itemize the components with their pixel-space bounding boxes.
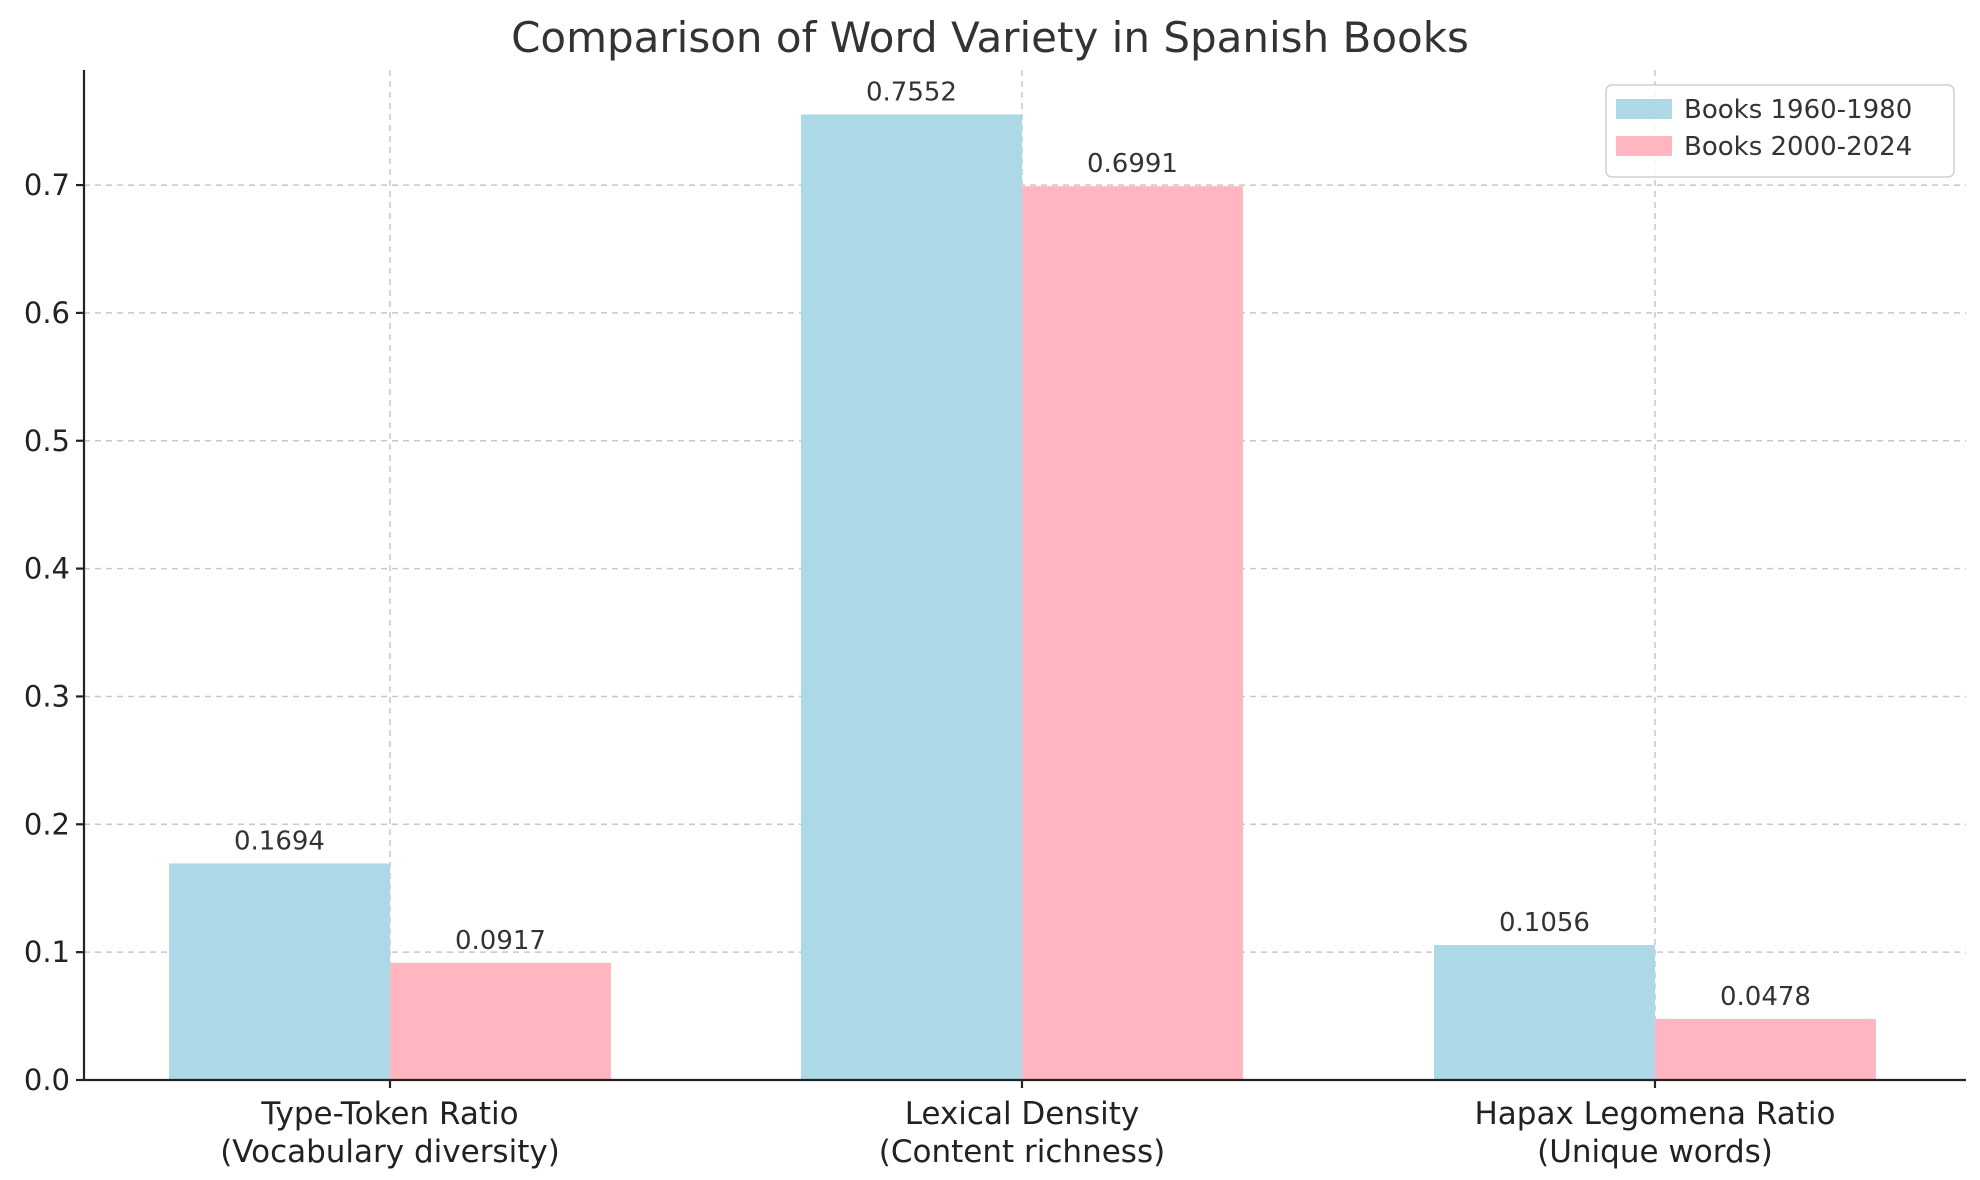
y-tick-label: 0.5 [24,424,70,458]
y-tick-label: 0.7 [24,168,70,202]
x-tick-label: (Unique words) [1537,1134,1773,1170]
bar-value-label: 0.7552 [866,77,957,107]
bar-value-label: 0.6991 [1087,149,1178,179]
bar-value-label: 0.1694 [234,826,325,856]
bar-layer [169,114,1876,1080]
bar-books-1960-1980 [169,863,390,1080]
bar-value-label: 0.1056 [1499,908,1590,938]
x-tick-label: Type-Token Ratio [260,1096,518,1132]
bar-books-2000-2024 [1022,186,1243,1080]
bar-books-2000-2024 [1655,1018,1876,1080]
bar-value-label: 0.0917 [455,926,546,956]
bar-books-1960-1980 [1434,944,1655,1080]
y-tick-label: 0.1 [24,935,70,969]
legend: Books 1960-1980 Books 2000-2024 [1605,84,1955,178]
label-layer: 0.1694 0.7552 0.1056 0.0917 0.6991 0.0478 [234,77,1811,1011]
chart-title: Comparison of Word Variety in Spanish Bo… [511,13,1469,62]
bar-books-2000-2024 [390,962,611,1080]
y-tick-label: 0.0 [24,1063,70,1097]
legend-swatch [1616,136,1672,156]
x-tick-label: Lexical Density [905,1096,1140,1132]
y-tick-label: 0.4 [24,552,70,586]
legend-box [1605,84,1955,178]
legend-label: Books 2000-2024 [1684,132,1912,162]
axis-layer: 0.0 0.1 0.2 0.3 0.4 0.5 0.6 0.7 Type-Token Ratio… [24,70,1966,1170]
legend-label: Books 1960-1980 [1684,95,1912,125]
legend-swatch [1616,99,1672,119]
y-tick-label: 0.6 [24,296,70,330]
bar-value-label: 0.0478 [1720,982,1811,1012]
x-tick-label: Hapax Legomena Ratio [1475,1096,1836,1132]
x-tick-label: (Content richness) [879,1134,1165,1170]
y-tick-label: 0.2 [24,807,70,841]
y-tick-label: 0.3 [24,679,70,713]
bar-books-1960-1980 [801,114,1022,1080]
x-tick-label: (Vocabulary diversity) [220,1134,560,1170]
